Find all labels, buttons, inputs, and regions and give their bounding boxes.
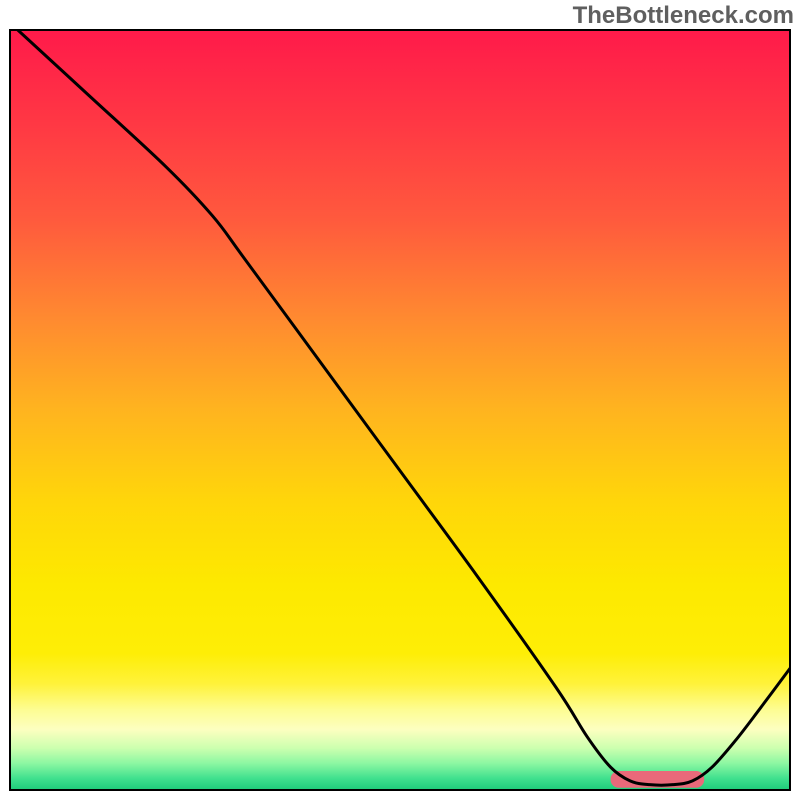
plot-background [10, 30, 790, 790]
bottleneck-chart [0, 0, 800, 800]
chart-stage: TheBottleneck.com [0, 0, 800, 800]
